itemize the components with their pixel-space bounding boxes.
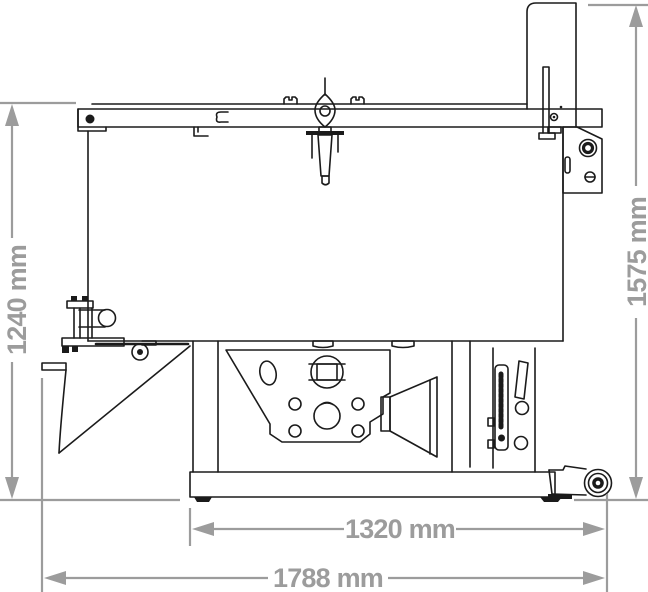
dimension-annotations: 1240 mm 1575 mm 1320 mm 1788 mm xyxy=(0,3,648,592)
dimension-width-inner: 1320 mm xyxy=(188,494,609,592)
rail-bolt xyxy=(85,114,95,124)
rail-hanger-bracket xyxy=(193,126,209,137)
drawbar-bottom xyxy=(551,493,587,496)
rear-panel-rivet xyxy=(559,105,563,109)
gearbox-hole-oval xyxy=(258,360,278,386)
frame-tabs xyxy=(141,340,415,349)
agitator xyxy=(306,77,344,186)
rail-left-cap xyxy=(77,108,107,132)
tow-hitch xyxy=(548,465,613,498)
hitch-eye-center xyxy=(595,480,601,486)
drawbar-top xyxy=(548,465,587,471)
arrow-up-right xyxy=(629,5,643,27)
chute-scraper-bar xyxy=(41,362,67,371)
dimension-label-height-left: 1240 mm xyxy=(2,245,32,355)
gearbox-input-lines xyxy=(308,363,346,381)
right-body-slot xyxy=(514,360,529,400)
rear-panel-slot-foot xyxy=(538,132,556,140)
rail-clamp-right xyxy=(350,96,365,105)
rear-panel-bolt xyxy=(549,112,559,122)
dimension-width-overall: 1788 mm xyxy=(40,378,605,592)
agitator-hub xyxy=(314,93,336,128)
roller-flange xyxy=(66,300,94,309)
arrow-down-right xyxy=(629,477,643,499)
gearbox-shaft-bore xyxy=(313,402,341,430)
dimension-label-width-overall: 1788 mm xyxy=(273,563,383,592)
gearbox-bolt-1 xyxy=(288,397,302,411)
arrow-down-left xyxy=(5,477,19,499)
funnel-neck xyxy=(380,396,391,432)
left-roller-bracket xyxy=(61,296,190,361)
drawbar-left xyxy=(548,469,553,495)
chute-diagonal xyxy=(58,345,191,454)
arrow-left-1788 xyxy=(44,571,66,585)
rail-beam xyxy=(77,108,603,128)
right-body-tab-1 xyxy=(487,417,495,427)
guide-wheel xyxy=(131,343,149,361)
gearbox-shaft-notch xyxy=(320,401,334,406)
roller-flange-bolt2 xyxy=(82,296,88,301)
lower-frame xyxy=(141,340,471,473)
frame-columns xyxy=(192,340,471,473)
roller-channel xyxy=(73,307,93,339)
right-body-hole-2 xyxy=(513,435,529,451)
hitch-eye-outer xyxy=(583,468,613,498)
bracket-feet xyxy=(62,346,78,353)
rail-clamp-left xyxy=(283,96,298,105)
discharge-chute xyxy=(41,345,191,454)
dimension-height-right: 1575 mm xyxy=(574,3,648,502)
rear-panel-bolt-center xyxy=(552,115,556,119)
bracket-bolt-nut xyxy=(581,141,595,155)
gearbox-bolt-4 xyxy=(351,424,365,438)
agitator-foot xyxy=(321,175,330,186)
hitch-eye-ring xyxy=(587,472,609,494)
roller-cylinder xyxy=(78,309,106,328)
gearbox-plate xyxy=(225,349,391,443)
dimension-height-left: 1240 mm xyxy=(0,101,180,502)
arrow-right-1788 xyxy=(583,571,605,585)
arrow-up-left xyxy=(5,104,19,126)
guide-wheel-hub xyxy=(137,349,143,355)
label-plate xyxy=(494,364,509,451)
gearbox-input-ring xyxy=(310,355,344,389)
chute-left-edge xyxy=(58,369,67,454)
rear-panel-slot xyxy=(542,66,550,134)
top-rail xyxy=(77,96,603,137)
arrow-left-1320 xyxy=(192,522,214,536)
rail-end-clamp xyxy=(547,126,562,134)
gearbox-bolt-2 xyxy=(351,397,365,411)
mixing-tank xyxy=(87,126,564,342)
roller-flange-bolt xyxy=(71,296,77,301)
agitator-crossbar xyxy=(306,131,344,135)
mount-bracket xyxy=(562,126,603,194)
label-plate-dot xyxy=(498,434,505,442)
roller-base-bar xyxy=(61,337,125,347)
gearbox xyxy=(225,349,391,443)
rear-panel-outline xyxy=(526,2,577,128)
right-body xyxy=(487,347,536,473)
bracket-bolt-large xyxy=(578,138,598,158)
gearbox-input-square xyxy=(316,363,338,381)
rail-clip xyxy=(215,111,229,123)
right-body-hole-1 xyxy=(514,400,530,416)
base-beam xyxy=(189,471,556,498)
agitator-hub-bore xyxy=(319,105,331,117)
machine-drawing xyxy=(41,2,613,502)
right-body-tab-2 xyxy=(487,439,495,449)
bracket-side-slot xyxy=(564,156,571,174)
dimension-label-width-inner: 1320 mm xyxy=(345,514,455,544)
base-feet xyxy=(194,494,572,502)
mount-bracket-plate xyxy=(562,126,603,194)
roller-end-cap xyxy=(97,308,117,328)
dimension-label-height-right: 1575 mm xyxy=(622,197,648,307)
agitator-side-rods xyxy=(311,134,339,159)
rear-panel xyxy=(526,2,577,140)
arrow-right-1320 xyxy=(583,522,605,536)
frame-base xyxy=(189,471,572,502)
agitator-spindle xyxy=(317,134,333,177)
gearbox-bolt-3 xyxy=(288,424,302,438)
drive-funnel xyxy=(380,376,438,458)
